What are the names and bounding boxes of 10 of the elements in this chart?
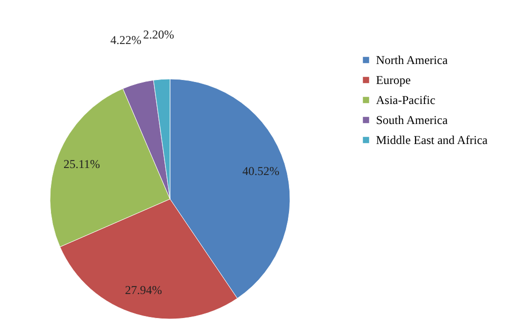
data-label: 40.52% (242, 164, 280, 178)
data-label: 2.20% (143, 27, 174, 42)
data-label: 27.94% (125, 283, 162, 298)
legend-label: Middle East and Africa (376, 133, 488, 147)
data-label: 25.11% (63, 156, 100, 171)
legend-label: North America (376, 53, 448, 67)
legend-label: Asia-Pacific (376, 93, 436, 107)
legend-label: South America (376, 113, 448, 127)
legend-label: Europe (376, 73, 411, 87)
data-label: 4.22% (110, 33, 142, 48)
